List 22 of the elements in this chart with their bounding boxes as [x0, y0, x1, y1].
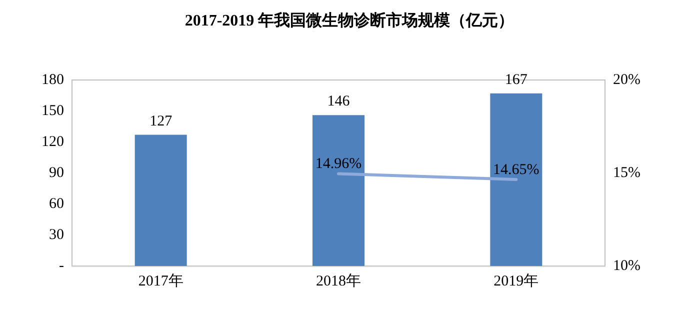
data-label: 14.96% — [315, 156, 362, 172]
y-tick-label: 30 — [49, 227, 64, 243]
data-label: 167 — [504, 72, 528, 88]
y2-tick-label: 15% — [613, 165, 640, 181]
y-tick-label: 120 — [42, 134, 64, 150]
x-tick-label: 2017年 — [138, 272, 184, 290]
y2-tick-label: 10% — [613, 258, 640, 274]
y-tick-label: 60 — [49, 196, 64, 212]
y-tick-label: 90 — [49, 165, 64, 181]
y2-tick-label: 20% — [613, 72, 640, 88]
x-tick-label: 2018年 — [316, 272, 361, 290]
data-label: 127 — [150, 113, 173, 130]
y-tick-label: - — [59, 258, 64, 274]
bar — [490, 93, 542, 266]
y-tick-label: 180 — [42, 72, 64, 88]
data-label: 146 — [327, 94, 350, 110]
y-tick-label: 150 — [42, 103, 64, 119]
x-tick-label: 2019年 — [494, 272, 539, 290]
bar — [134, 134, 187, 266]
bar — [312, 115, 364, 266]
data-label: 14.65% — [493, 162, 540, 178]
chart-title: 2017-2019 年我国微生物诊断市场规模（亿元） — [184, 12, 514, 30]
